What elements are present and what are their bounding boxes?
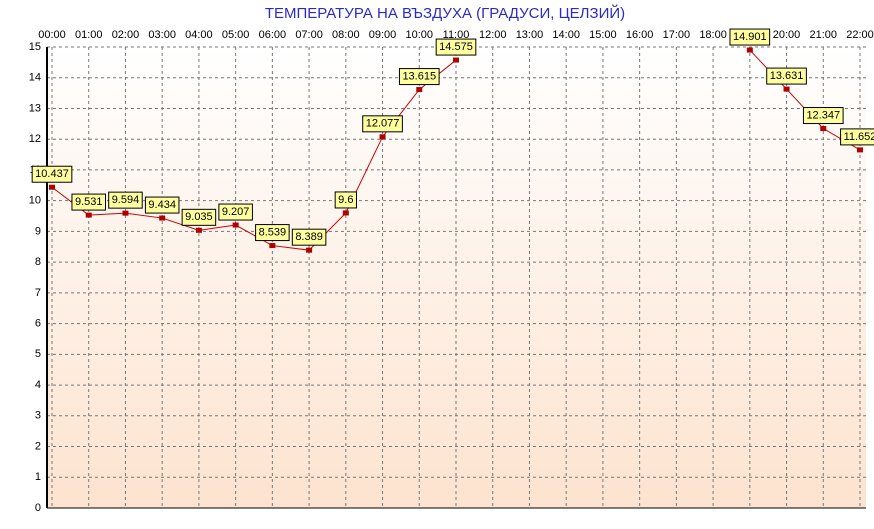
data-label-box: [218, 203, 253, 221]
x-tick-label: 12:00: [479, 29, 507, 41]
y-tick-label: 3: [35, 410, 41, 422]
x-tick-label: 04:00: [185, 29, 213, 41]
point-marker: [746, 47, 753, 53]
x-tick-label: 20:00: [773, 29, 801, 41]
data-label-box: [398, 68, 440, 86]
y-tick-label: 4: [35, 379, 41, 391]
point-marker: [269, 243, 276, 249]
point-marker: [453, 57, 459, 63]
x-tick-label: 09:00: [369, 29, 397, 41]
data-label: 10.437: [35, 168, 69, 180]
data-label: 9.6: [338, 194, 353, 206]
x-tick-label: 14:00: [552, 29, 580, 41]
chart-title: ТЕМПЕРАТУРА НА ВЪЗДУХА (ГРАДУСИ, ЦЕЛЗИЙ): [265, 4, 625, 22]
data-label: 9.035: [185, 211, 213, 223]
data-label-box: [108, 191, 143, 209]
x-tick-label: 03:00: [148, 29, 176, 41]
y-tick-label: 9: [35, 225, 41, 237]
x-tick-label: 15:00: [589, 29, 617, 41]
data-label-box: [31, 165, 73, 183]
y-tick-label: 5: [35, 348, 41, 360]
data-label: 13.631: [770, 70, 804, 82]
x-tick-label: 22:00: [846, 29, 874, 41]
x-tick-label: 13:00: [516, 29, 544, 41]
data-label-box: [334, 191, 357, 209]
x-tick-label: 05:00: [222, 29, 250, 41]
y-tick-label: 0: [35, 502, 41, 514]
y-tick-label: 2: [35, 440, 41, 452]
y-tick-label: 1: [35, 471, 41, 483]
data-label: 12.077: [366, 118, 400, 130]
x-tick-label: 11:00: [443, 29, 470, 41]
y-tick-label: 13: [29, 102, 41, 114]
data-label-box: [144, 196, 180, 214]
data-label-box: [71, 193, 106, 211]
point-marker: [122, 210, 129, 216]
x-tick-label: 21:00: [810, 29, 838, 41]
x-tick-label: 16:00: [626, 29, 654, 41]
data-label-box: [802, 107, 844, 125]
x-tick-label: 01:00: [75, 29, 103, 41]
data-label: 8.389: [295, 231, 323, 243]
data-label-box: [840, 128, 874, 146]
data-label-box: [255, 224, 290, 242]
x-tick-label: 10:00: [406, 29, 434, 41]
x-tick-label: 02:00: [112, 29, 140, 41]
data-label: 9.531: [75, 196, 103, 208]
point-marker: [306, 247, 313, 253]
point-marker: [857, 147, 863, 153]
data-label-box: [766, 67, 807, 85]
point-marker: [342, 210, 349, 216]
data-label: 9.207: [222, 206, 250, 218]
point-marker: [85, 212, 92, 218]
x-tick-label: 07:00: [295, 29, 323, 41]
x-tick-label: 06:00: [259, 29, 287, 41]
data-label: 8.539: [259, 226, 287, 238]
point-marker: [416, 87, 423, 93]
y-tick-label: 8: [35, 256, 41, 268]
x-tick-label: 00:00: [38, 29, 66, 41]
y-tick-label: 7: [35, 287, 41, 299]
point-marker: [783, 86, 790, 92]
data-label-box: [362, 115, 403, 133]
point-marker: [232, 222, 239, 228]
data-label: 9.434: [148, 199, 176, 211]
y-tick-label: 6: [35, 318, 41, 330]
y-tick-label: 14: [29, 72, 41, 84]
data-label-box: [291, 228, 327, 246]
point-marker: [820, 126, 827, 132]
data-label-box: [181, 208, 217, 226]
data-label-box: [435, 38, 477, 56]
data-label: 13.615: [402, 70, 436, 82]
point-marker: [159, 215, 166, 221]
data-label: 11.652: [844, 131, 874, 143]
y-tick-label: 10: [29, 195, 41, 207]
point-marker: [379, 134, 386, 140]
data-label: 14.575: [439, 41, 473, 53]
y-tick-label: 12: [29, 133, 41, 145]
x-tick-label: 08:00: [332, 29, 360, 41]
x-tick-label: 18:00: [699, 29, 727, 41]
data-label: 14.901: [733, 31, 767, 43]
point-marker: [49, 184, 55, 190]
data-label: 12.347: [806, 109, 840, 121]
data-label-box: [729, 28, 771, 46]
point-marker: [195, 227, 202, 233]
x-tick-label: 17:00: [663, 29, 691, 41]
y-tick-label: 15: [29, 41, 41, 53]
data-label: 9.594: [112, 194, 140, 206]
